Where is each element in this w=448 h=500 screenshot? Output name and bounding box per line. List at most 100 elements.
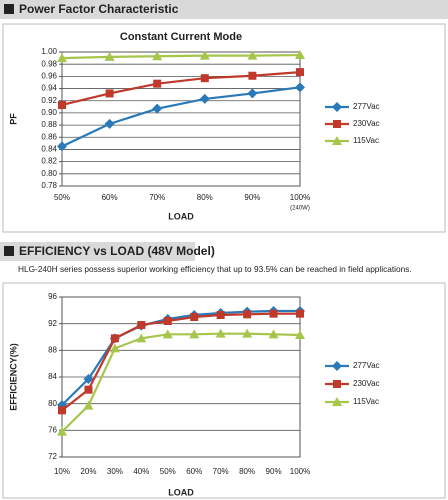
series-line: [61, 86, 301, 148]
data-point: [295, 82, 305, 93]
data-point: [58, 406, 66, 415]
data-point: [104, 118, 115, 129]
y-tick-label: 84: [48, 372, 57, 381]
y-tick-label: 92: [48, 319, 57, 328]
y-tick-label: 72: [48, 452, 57, 461]
header-bar: [0, 242, 195, 261]
data-point: [216, 311, 225, 319]
section-header: EFFICIENCY vs LOAD (48V Model): [19, 244, 215, 258]
legend-marker: [333, 380, 341, 388]
data-point: [109, 343, 120, 353]
y-axis-label: EFFICIENCY(%): [8, 343, 18, 411]
data-point: [110, 334, 119, 343]
y-tick-label: 0.82: [41, 157, 57, 166]
legend-label: 230Vac: [353, 119, 380, 128]
x-tick-label: 10%: [54, 467, 70, 476]
series-line: [61, 332, 301, 433]
legend-marker: [332, 361, 342, 371]
y-tick-label: 1.00: [41, 47, 57, 56]
header-icon: [4, 4, 14, 14]
y-tick-label: 0.96: [41, 71, 57, 80]
data-point: [295, 50, 305, 60]
data-point: [248, 71, 257, 80]
data-point: [190, 313, 199, 321]
y-tick-label: 0.88: [41, 120, 57, 129]
x-tick-label: 70%: [213, 467, 229, 476]
data-point: [57, 53, 67, 63]
data-point: [136, 333, 147, 343]
data-point: [57, 426, 67, 436]
data-point: [152, 103, 163, 114]
data-point: [83, 374, 94, 384]
y-tick-label: 0.86: [41, 132, 57, 141]
x-tick-label: 60%: [186, 467, 202, 476]
y-tick-label: 0.92: [41, 96, 57, 105]
y-tick-label: 96: [48, 292, 57, 301]
legend-marker: [333, 120, 341, 128]
legend-label: 277Vac: [353, 361, 380, 370]
chart-frame: [2, 23, 446, 233]
x-tick-label: 100%: [290, 193, 310, 202]
data-point: [137, 321, 146, 329]
data-point: [200, 74, 209, 83]
data-point: [215, 328, 226, 338]
x-tick-label: 30%: [107, 467, 123, 476]
legend-label: 277Vac: [353, 102, 380, 111]
data-point: [163, 317, 172, 325]
data-point: [269, 309, 278, 318]
legend-marker: [332, 397, 342, 406]
y-tick-label: 0.80: [41, 169, 57, 178]
legend-marker: [332, 102, 342, 112]
x-tick-label: 70%: [149, 193, 165, 202]
data-point: [189, 329, 200, 339]
data-point: [104, 51, 115, 61]
annotation: (240W): [290, 206, 310, 212]
y-axis-label: PF: [8, 113, 18, 125]
data-point: [58, 100, 66, 109]
x-tick-label: 50%: [160, 467, 176, 476]
legend-marker: [332, 136, 342, 145]
y-tick-label: 80: [48, 399, 57, 408]
header-icon: [4, 246, 14, 256]
y-tick-label: 76: [48, 425, 57, 434]
legend-label: 115Vac: [353, 136, 379, 145]
data-point: [153, 79, 162, 88]
y-tick-label: 0.90: [41, 108, 57, 117]
data-point: [199, 50, 210, 60]
x-tick-label: 80%: [239, 467, 255, 476]
chart-title: Constant Current Mode: [120, 31, 242, 43]
data-point: [247, 50, 258, 60]
series-line: [61, 53, 301, 60]
data-point: [247, 88, 258, 99]
x-tick-label: 90%: [266, 467, 282, 476]
data-point: [199, 93, 210, 104]
data-point: [83, 400, 94, 410]
y-tick-label: 0.94: [41, 84, 57, 93]
data-point: [152, 51, 163, 61]
legend-label: 115Vac: [353, 397, 379, 406]
y-tick-label: 0.98: [41, 59, 57, 68]
data-point: [268, 329, 279, 339]
x-tick-label: 40%: [133, 467, 149, 476]
data-point: [57, 141, 67, 152]
x-axis-label: LOAD: [168, 487, 194, 497]
y-tick-label: 0.84: [41, 145, 57, 154]
x-tick-label: 20%: [80, 467, 96, 476]
plot-border: [61, 296, 301, 458]
data-point: [295, 330, 305, 339]
data-point: [242, 328, 253, 338]
x-axis-label: LOAD: [168, 211, 194, 221]
series-line: [61, 71, 301, 107]
data-point: [84, 385, 93, 394]
x-tick-label: 50%: [54, 193, 70, 202]
x-tick-label: 60%: [102, 193, 118, 202]
section-description: HLG-240H series possess superior working…: [18, 264, 412, 274]
x-tick-label: 80%: [197, 193, 213, 202]
data-point: [162, 329, 173, 339]
data-point: [296, 68, 304, 77]
header-bar: [0, 0, 448, 19]
data-point: [243, 310, 252, 319]
chart-frame: [2, 282, 446, 499]
data-point: [296, 309, 304, 318]
